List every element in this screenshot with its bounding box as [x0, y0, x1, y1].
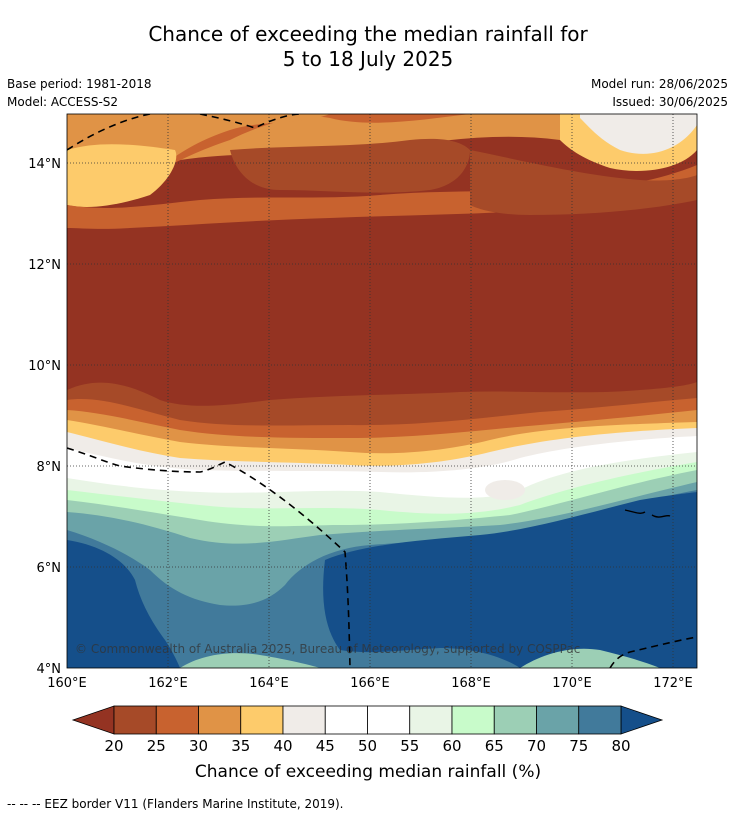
colorbar-cell	[451, 705, 495, 735]
band-70-south-east	[520, 648, 660, 668]
colorbar-cell	[409, 705, 453, 735]
colorbar-tick-label: 75	[569, 737, 588, 755]
lat-label: 14°N	[28, 157, 61, 172]
lat-label: 8°N	[37, 460, 62, 475]
band-70-south	[180, 653, 320, 668]
colorbar-cell	[493, 705, 537, 735]
map-frame	[66, 113, 698, 669]
colorbar-tick-label: 80	[611, 737, 630, 755]
model-info: Base period: 1981-2018 Model: ACCESS-S2	[7, 75, 152, 111]
colorbar-tick-label: 55	[400, 737, 419, 755]
eez-border-south-west	[67, 447, 351, 668]
band-above-80-west	[67, 540, 180, 668]
colorbar-title: Chance of exceeding median rainfall (%)	[194, 762, 542, 782]
colorbar-cell	[536, 705, 580, 735]
title-line-2: 5 to 18 July 2025	[282, 47, 454, 71]
colorbar-tick-label: 40	[273, 737, 292, 755]
rainfall-map-area	[67, 114, 697, 668]
colorbar-cell	[155, 705, 199, 735]
lon-label: 164°E	[249, 676, 289, 691]
band-25-north-east	[470, 150, 697, 215]
eez-border-north	[67, 114, 301, 151]
colorbar-tick-label: 35	[231, 737, 250, 755]
colorbar-tick-label: 20	[104, 737, 123, 755]
graticule	[67, 114, 697, 668]
title-line-1: Chance of exceeding the median rainfall …	[148, 22, 588, 46]
lon-label: 168°E	[451, 676, 491, 691]
colorbar-cell	[198, 705, 242, 735]
model-name: Model: ACCESS-S2	[7, 95, 119, 109]
colorbar-tick-label: 25	[147, 737, 166, 755]
lon-label: 166°E	[350, 676, 390, 691]
colorbar-cell	[324, 705, 368, 735]
colorbar-tick-label: 45	[316, 737, 335, 755]
atoll-outline	[624, 509, 671, 518]
lat-label: 4°N	[37, 662, 62, 677]
band-40-north-west	[67, 144, 177, 207]
base-period: Base period: 1981-2018	[7, 77, 152, 91]
eez-footnote: -- -- -- EEZ border V11 (Flanders Marine…	[7, 797, 344, 811]
colorbar-tick-label: 70	[527, 737, 546, 755]
colorbar-cell	[113, 705, 157, 735]
colorbar: 20 25 30 35 40 45 50 55 60 65 70 75 80	[71, 705, 664, 755]
issued-date: Issued: 30/06/2025	[612, 95, 728, 109]
island-feature	[485, 480, 525, 500]
band-30-mid-north	[67, 165, 697, 229]
lat-label: 6°N	[37, 561, 62, 576]
colorbar-over-arrow	[620, 705, 664, 735]
colorbar-cell	[282, 705, 326, 735]
colorbar-cell	[578, 705, 622, 735]
band-above-80-east	[323, 492, 697, 668]
band-45-north-east	[580, 114, 697, 154]
colorbar-tick-label: 65	[485, 737, 504, 755]
lon-label: 160°E	[47, 676, 87, 691]
colorbar-tick-label: 30	[189, 737, 208, 755]
lat-label: 12°N	[28, 258, 61, 273]
lon-label: 170°E	[552, 676, 592, 691]
eez-border-south-east	[609, 636, 697, 668]
colorbar-under-arrow	[71, 705, 115, 735]
copyright-text: © Commonwealth of Australia 2025, Bureau…	[75, 642, 580, 656]
lon-label: 162°E	[148, 676, 188, 691]
map-title: Chance of exceeding the median rainfall …	[0, 22, 736, 72]
lat-label: 10°N	[28, 359, 61, 374]
colorbar-cell	[240, 705, 284, 735]
colorbar-tick-label: 50	[358, 737, 377, 755]
colorbar-tick-label: 60	[442, 737, 461, 755]
lat-axis: 14°N 12°N 10°N 8°N 6°N 4°N	[28, 157, 61, 677]
colorbar-cell	[367, 705, 411, 735]
model-run: Model run: 28/06/2025	[590, 77, 728, 91]
band-25-north-centre	[230, 138, 470, 193]
run-info: Model run: 28/06/2025 Issued: 30/06/2025	[591, 75, 728, 111]
lon-label: 172°E	[653, 676, 693, 691]
lon-axis: 160°E 162°E 164°E 166°E 168°E 170°E 172°…	[47, 676, 693, 691]
